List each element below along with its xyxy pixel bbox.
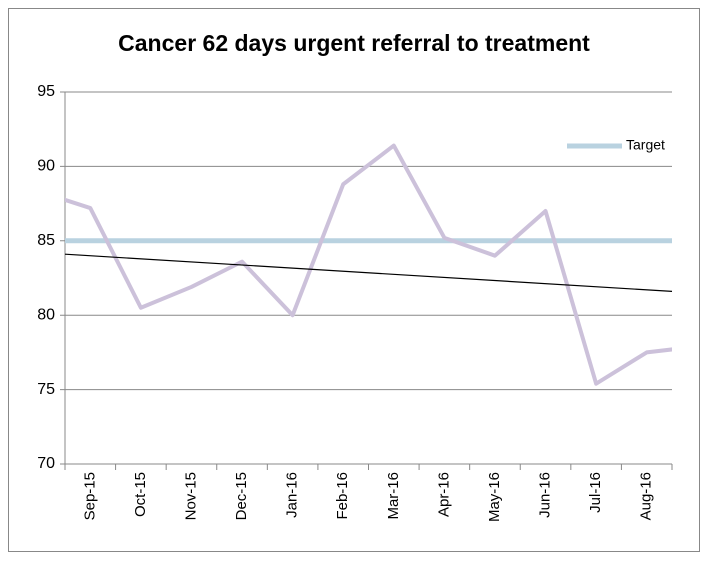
x-tick-label: Jul-16 bbox=[587, 472, 604, 513]
x-tick-label: Dec-15 bbox=[233, 472, 250, 520]
y-tick-label: 80 bbox=[37, 306, 55, 323]
x-tick-label: Apr-16 bbox=[435, 472, 452, 517]
plot-area bbox=[65, 143, 672, 386]
data-line bbox=[65, 143, 672, 386]
x-tick-label: Nov-15 bbox=[182, 472, 199, 520]
y-tick-label: 85 bbox=[37, 232, 55, 249]
chart-title: Cancer 62 days urgent referral to treatm… bbox=[118, 30, 590, 56]
legend-label: Target bbox=[626, 137, 665, 153]
x-tick-label: Oct-15 bbox=[132, 472, 149, 517]
trend-line bbox=[64, 253, 673, 292]
x-tick-label: Sep-15 bbox=[81, 472, 98, 520]
x-tick-label: Jan-16 bbox=[284, 472, 301, 518]
chart-border bbox=[8, 8, 700, 552]
y-tick-label: 70 bbox=[37, 455, 55, 472]
x-tick-label: Aug-16 bbox=[638, 472, 655, 520]
x-tick-label: Jun-16 bbox=[537, 472, 554, 518]
x-tick-label: Mar-16 bbox=[385, 472, 402, 520]
y-tick-label: 90 bbox=[37, 158, 55, 175]
y-tick-label: 75 bbox=[37, 381, 55, 398]
y-tick-label: 95 bbox=[37, 83, 55, 100]
x-tick-label: May-16 bbox=[486, 472, 503, 522]
x-tick-label: Feb-16 bbox=[334, 472, 351, 520]
